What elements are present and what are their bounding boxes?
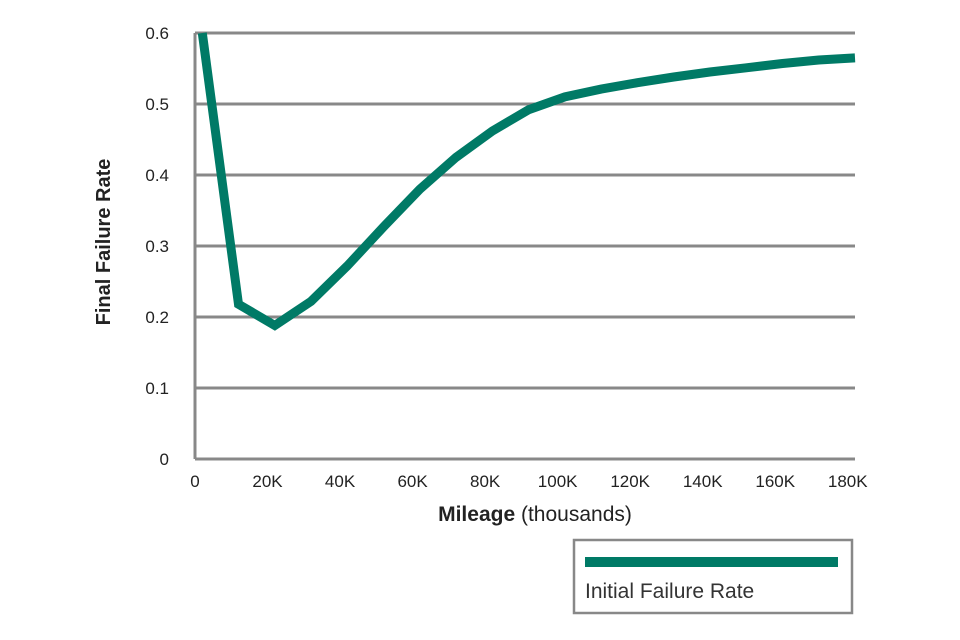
legend-label: Initial Failure Rate [585, 580, 754, 603]
y-tick-label: 0.2 [145, 308, 169, 327]
y-tick-label: 0.6 [145, 24, 169, 43]
x-tick-label: 80K [470, 472, 501, 491]
x-axis-label: Mileage (thousands) [438, 503, 632, 526]
x-tick-label: 40K [325, 472, 356, 491]
x-tick-label: 60K [397, 472, 428, 491]
x-tick-label: 140K [683, 472, 723, 491]
y-tick-label: 0.1 [145, 379, 169, 398]
y-tick-label: 0.3 [145, 237, 169, 256]
y-tick-labels: 0 0.1 0.2 0.3 0.4 0.5 0.6 [145, 24, 169, 469]
x-tick-label: 160K [755, 472, 795, 491]
x-tick-label: 0 [190, 472, 199, 491]
x-tick-labels: 0 20K 40K 60K 80K 100K 120K 140K 160K 180K [190, 472, 868, 491]
x-tick-label: 20K [252, 472, 283, 491]
x-tick-label: 120K [610, 472, 650, 491]
x-axis-label-units: (thousands) [515, 503, 632, 526]
gridlines [195, 31, 855, 461]
y-tick-label: 0 [160, 450, 169, 469]
y-tick-label: 0.4 [145, 166, 169, 185]
x-tick-label: 180K [828, 472, 868, 491]
x-tick-label: 100K [538, 472, 578, 491]
y-tick-label: 0.5 [145, 95, 169, 114]
y-axis-label: Final Failure Rate [93, 159, 115, 326]
legend-box [572, 538, 854, 615]
x-axis-label-bold: Mileage [438, 503, 515, 526]
legend: Initial Failure Rate [572, 538, 854, 615]
series-line-initial-failure-rate [197, 32, 856, 331]
